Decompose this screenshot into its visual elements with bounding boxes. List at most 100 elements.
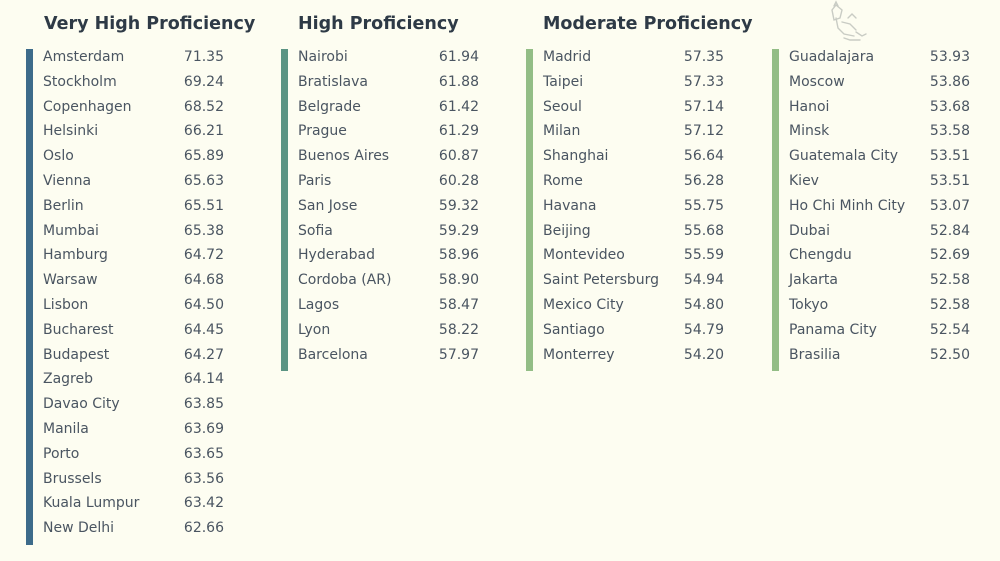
city-name: Seoul [543, 98, 582, 115]
city-name: Lisbon [43, 296, 89, 313]
proficiency-score: 61.94 [438, 49, 479, 65]
proficiency-score: 64.14 [183, 371, 224, 388]
city-name: Kiev [789, 172, 819, 189]
proficiency-score: 53.93 [929, 49, 970, 65]
list-item: Lagos 58.47 [281, 297, 481, 322]
list-item: Vienna 65.63 [26, 173, 226, 198]
proficiency-score: 63.42 [183, 495, 224, 512]
city-name: Taipei [543, 73, 584, 90]
list-item: Berlin 65.51 [26, 198, 226, 223]
proficiency-score: 69.24 [183, 73, 224, 90]
city-name: Panama City [789, 321, 877, 338]
city-name: Lagos [298, 296, 340, 313]
city-name: Hyderabad [298, 247, 375, 264]
very-high-color-bar [26, 49, 33, 545]
proficiency-score: 61.88 [438, 73, 479, 90]
list-item: Shanghai 56.64 [526, 148, 726, 173]
list-item: Guadalajara 53.93 [772, 49, 972, 74]
list-item: Mexico City 54.80 [526, 297, 726, 322]
proficiency-score: 61.29 [438, 123, 479, 140]
proficiency-score: 63.65 [183, 445, 224, 462]
sketch-illustration-icon [831, 0, 867, 41]
proficiency-score: 62.66 [183, 520, 224, 537]
proficiency-score: 53.58 [929, 123, 970, 140]
proficiency-score: 55.59 [683, 247, 724, 264]
very-high-heading: Very High Proficiency [44, 14, 256, 34]
moderate-list-right: Guadalajara 53.93 Moscow 53.86 Hanoi 53.68 Min… [772, 49, 972, 372]
list-item: Ho Chi Minh City 53.07 [772, 198, 972, 223]
proficiency-score: 60.28 [438, 172, 479, 189]
city-name: Madrid [543, 49, 592, 65]
list-item: Rome 56.28 [526, 173, 726, 198]
list-item: Hanoi 53.68 [772, 99, 972, 124]
list-item: New Delhi 62.66 [26, 520, 226, 545]
moderate-heading: Moderate Proficiency [543, 14, 753, 34]
proficiency-score: 65.63 [183, 172, 224, 189]
city-name: Prague [298, 123, 347, 140]
city-name: Havana [543, 197, 597, 214]
proficiency-score: 55.75 [683, 197, 724, 214]
proficiency-score: 59.29 [438, 222, 479, 239]
high-list: Nairobi 61.94 Bratislava 61.88 Belgrade 61.42… [281, 49, 481, 372]
city-name: Jakarta [789, 272, 838, 289]
proficiency-score: 65.89 [183, 148, 224, 165]
list-item: Hamburg 64.72 [26, 247, 226, 272]
city-name: Oslo [43, 148, 74, 165]
proficiency-score: 52.69 [929, 247, 970, 264]
city-name: Berlin [43, 197, 84, 214]
proficiency-score: 65.51 [183, 197, 224, 214]
proficiency-score: 52.58 [929, 296, 970, 313]
moderate-color-bar-right [772, 49, 779, 372]
list-item: Minsk 53.58 [772, 123, 972, 148]
city-name: Bratislava [298, 73, 368, 90]
city-name: Hanoi [789, 98, 830, 115]
city-name: Zagreb [43, 371, 94, 388]
list-item: Prague 61.29 [281, 123, 481, 148]
list-item: Warsaw 64.68 [26, 272, 226, 297]
proficiency-score: 58.47 [438, 296, 479, 313]
proficiency-score: 58.90 [438, 272, 479, 289]
list-item: Hyderabad 58.96 [281, 247, 481, 272]
list-item: Brasilia 52.50 [772, 347, 972, 372]
list-item: Oslo 65.89 [26, 148, 226, 173]
proficiency-score: 66.21 [183, 123, 224, 140]
proficiency-score: 53.07 [929, 197, 970, 214]
list-item: Manila 63.69 [26, 421, 226, 446]
city-name: Santiago [543, 321, 605, 338]
list-item: Guatemala City 53.51 [772, 148, 972, 173]
proficiency-score: 57.33 [683, 73, 724, 90]
city-name: Copenhagen [43, 98, 132, 115]
list-item: Barcelona 57.97 [281, 347, 481, 372]
list-item: Santiago 54.79 [526, 322, 726, 347]
list-item: Milan 57.12 [526, 123, 726, 148]
city-name: Saint Petersburg [543, 272, 660, 289]
proficiency-score: 64.72 [183, 247, 224, 264]
city-name: Manila [43, 420, 89, 437]
city-name: Chengdu [789, 247, 852, 264]
proficiency-score: 65.38 [183, 222, 224, 239]
proficiency-score: 53.51 [929, 148, 970, 165]
city-name: New Delhi [43, 520, 115, 537]
list-item: Jakarta 52.58 [772, 272, 972, 297]
city-name: Minsk [789, 123, 830, 140]
list-item: Zagreb 64.14 [26, 371, 226, 396]
proficiency-score: 64.27 [183, 346, 224, 363]
proficiency-score: 63.56 [183, 470, 224, 487]
proficiency-score: 57.14 [683, 98, 724, 115]
list-item: Cordoba (AR) 58.90 [281, 272, 481, 297]
list-item: Helsinki 66.21 [26, 123, 226, 148]
list-item: Nairobi 61.94 [281, 49, 481, 74]
city-name: Kuala Lumpur [43, 495, 140, 512]
list-item: Taipei 57.33 [526, 74, 726, 99]
list-item: Bucharest 64.45 [26, 322, 226, 347]
list-item: Brussels 63.56 [26, 471, 226, 496]
list-item: Bratislava 61.88 [281, 74, 481, 99]
city-name: Mexico City [543, 296, 624, 313]
proficiency-score: 63.69 [183, 420, 224, 437]
proficiency-score: 54.20 [683, 346, 724, 363]
proficiency-score: 58.96 [438, 247, 479, 264]
high-heading: High Proficiency [298, 14, 459, 34]
proficiency-score: 64.50 [183, 296, 224, 313]
city-name: Beijing [543, 222, 591, 239]
list-item: Stockholm 69.24 [26, 74, 226, 99]
